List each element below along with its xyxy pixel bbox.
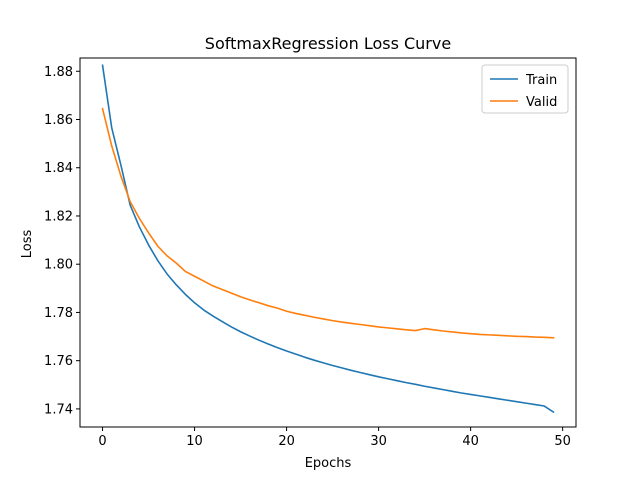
y-tick-label: 1.76 [44, 354, 73, 369]
legend-label-valid: Valid [526, 95, 557, 110]
y-tick-label: 1.74 [44, 402, 73, 417]
x-tick-label: 30 [370, 434, 387, 449]
legend: Train Valid [481, 64, 569, 114]
plot-frame [79, 57, 577, 428]
chart-title: SoftmaxRegression Loss Curve [205, 34, 451, 53]
y-tick-label: 1.86 [44, 113, 73, 128]
x-axis: 0 10 20 30 40 50 [98, 427, 571, 449]
series-line-valid [101, 107, 555, 339]
series-line-train [101, 64, 555, 414]
x-tick-label: 20 [278, 434, 295, 449]
y-axis: 1.74 1.76 1.78 1.80 1.82 1.84 1.86 1.88 [44, 65, 80, 417]
x-tick-label: 40 [462, 434, 479, 449]
legend-label-train: Train [525, 73, 557, 88]
x-axis-label: Epochs [305, 456, 352, 471]
y-tick-label: 1.88 [44, 65, 73, 80]
x-tick-label: 10 [186, 434, 203, 449]
y-tick-label: 1.78 [44, 306, 73, 321]
plot-area [79, 57, 577, 428]
y-tick-label: 1.80 [44, 258, 73, 273]
y-tick-label: 1.84 [44, 161, 73, 176]
y-axis-label: Loss [20, 230, 35, 259]
y-tick-label: 1.82 [44, 209, 73, 224]
x-tick-label: 50 [554, 434, 571, 449]
x-tick-label: 0 [98, 434, 106, 449]
